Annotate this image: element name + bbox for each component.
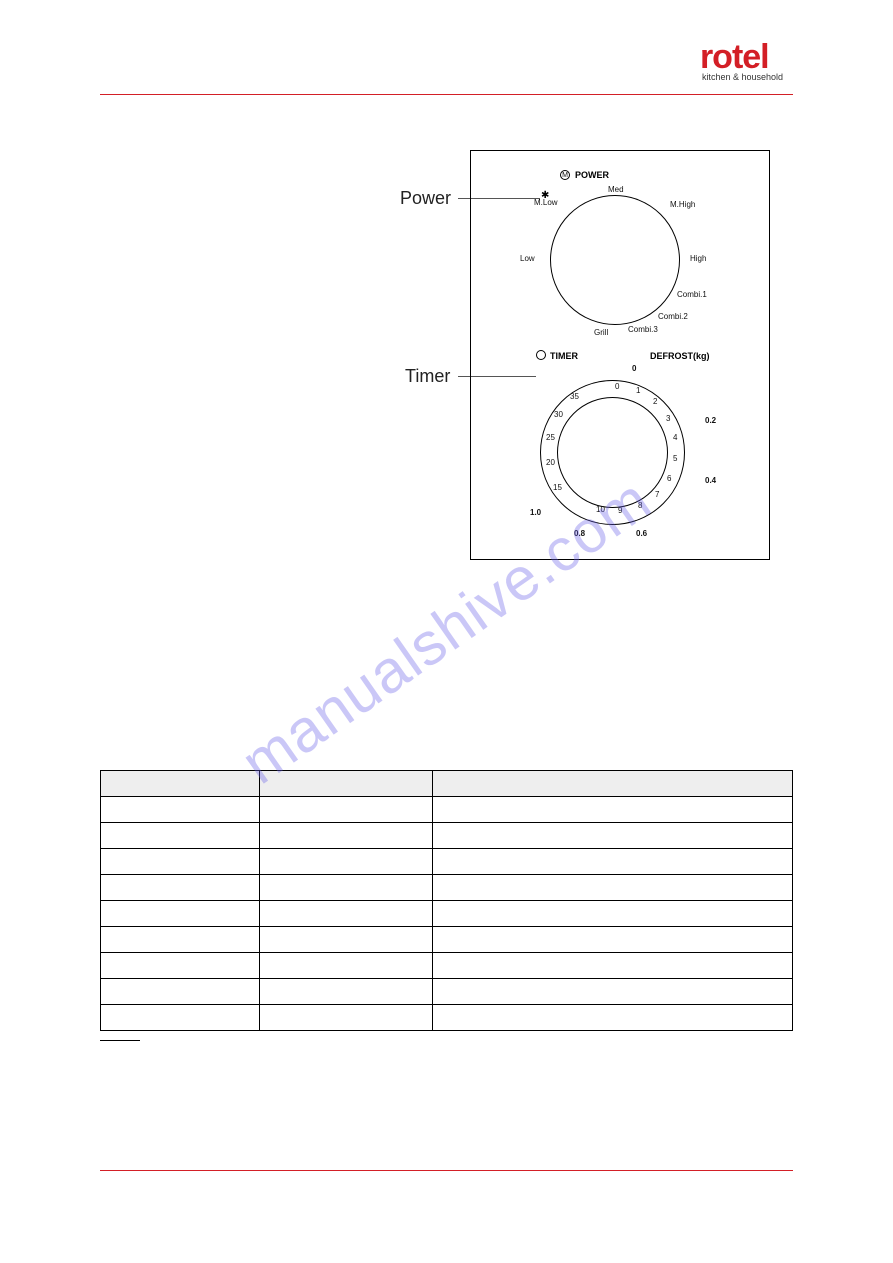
table-header xyxy=(101,771,260,797)
table-cell xyxy=(260,797,433,823)
power-tick: High xyxy=(690,254,706,263)
table-cell xyxy=(101,849,260,875)
table-row xyxy=(101,875,793,901)
table-row xyxy=(101,797,793,823)
power-icon: M xyxy=(560,170,570,180)
timer-outer-tick: 0.6 xyxy=(636,529,647,538)
timer-outer-tick: 0.4 xyxy=(705,476,716,485)
note-underline xyxy=(100,1040,140,1041)
table-cell xyxy=(433,953,793,979)
table-row xyxy=(101,901,793,927)
timer-icon xyxy=(536,350,546,360)
table-cell xyxy=(101,875,260,901)
timer-inner-tick: 0 xyxy=(615,382,619,391)
table-row xyxy=(101,953,793,979)
table-row xyxy=(101,1005,793,1031)
brand-block: rotel kitchen & household xyxy=(700,40,783,82)
power-tick: Combi.3 xyxy=(628,325,658,334)
table-cell xyxy=(433,927,793,953)
timer-inner-tick: 3 xyxy=(666,414,670,423)
power-tick: M.High xyxy=(670,200,695,209)
timer-inner-tick: 30 xyxy=(554,410,563,419)
timer-inner-tick: 4 xyxy=(673,433,677,442)
power-tick: M.Low xyxy=(534,198,558,207)
table-cell xyxy=(260,901,433,927)
table-cell xyxy=(260,979,433,1005)
table-cell xyxy=(433,1005,793,1031)
timer-inner-tick: 2 xyxy=(653,397,657,406)
brand-name: rotel xyxy=(700,40,783,74)
table-cell xyxy=(433,797,793,823)
timer-inner-tick: 1 xyxy=(636,386,640,395)
table-cell xyxy=(101,1005,260,1031)
table-cell xyxy=(101,823,260,849)
timer-inner-tick: 20 xyxy=(546,458,555,467)
header-rule xyxy=(100,94,793,95)
timer-inner-tick: 15 xyxy=(553,483,562,492)
timer-title: TIMER xyxy=(550,351,578,361)
power-tick: Combi.1 xyxy=(677,290,707,299)
timer-dial-inner xyxy=(557,397,668,508)
brand-tagline: kitchen & household xyxy=(702,72,783,82)
timer-inner-tick: 8 xyxy=(638,501,642,510)
power-tick: Combi.2 xyxy=(658,312,688,321)
table-cell xyxy=(433,875,793,901)
timer-outer-tick: 1.0 xyxy=(530,508,541,517)
power-title: POWER xyxy=(575,170,609,180)
timer-inner-tick: 7 xyxy=(655,490,659,499)
timer-inner-tick: 35 xyxy=(570,392,579,401)
table-row xyxy=(101,849,793,875)
table-cell xyxy=(433,823,793,849)
table-cell xyxy=(433,979,793,1005)
table-cell xyxy=(260,927,433,953)
power-dial xyxy=(550,195,680,325)
table-cell xyxy=(101,979,260,1005)
table-cell xyxy=(101,901,260,927)
table-cell xyxy=(101,953,260,979)
table-cell xyxy=(101,927,260,953)
timer-inner-tick: 10 xyxy=(596,505,605,514)
power-tick: Low xyxy=(520,254,535,263)
table-header xyxy=(260,771,433,797)
table-cell xyxy=(260,953,433,979)
table-row xyxy=(101,823,793,849)
timer-inner-tick: 6 xyxy=(667,474,671,483)
table-cell xyxy=(101,797,260,823)
timer-inner-tick: 25 xyxy=(546,433,555,442)
table-cell xyxy=(260,875,433,901)
timer-inner-tick: 5 xyxy=(673,454,677,463)
footer-rule xyxy=(100,1170,793,1171)
table-row xyxy=(101,927,793,953)
table-header xyxy=(433,771,793,797)
table xyxy=(100,770,793,1031)
timer-dial-label: Timer xyxy=(405,366,450,387)
header: rotel kitchen & household xyxy=(100,40,793,100)
power-tick: Med xyxy=(608,185,624,194)
page-inner: rotel kitchen & household Power Timer M … xyxy=(100,40,793,100)
table-cell xyxy=(433,849,793,875)
table-cell xyxy=(260,849,433,875)
settings-table xyxy=(100,770,793,1031)
table-row xyxy=(101,979,793,1005)
timer-outer-tick: 0 xyxy=(632,364,636,373)
table-cell xyxy=(260,1005,433,1031)
timer-outer-tick: 0.8 xyxy=(574,529,585,538)
table-cell xyxy=(433,901,793,927)
timer-inner-tick: 9 xyxy=(618,506,622,515)
timer-outer-tick: 0.2 xyxy=(705,416,716,425)
power-dial-label: Power xyxy=(400,188,451,209)
table-cell xyxy=(260,823,433,849)
power-tick: Grill xyxy=(594,328,608,337)
defrost-title: DEFROST(kg) xyxy=(650,351,710,361)
